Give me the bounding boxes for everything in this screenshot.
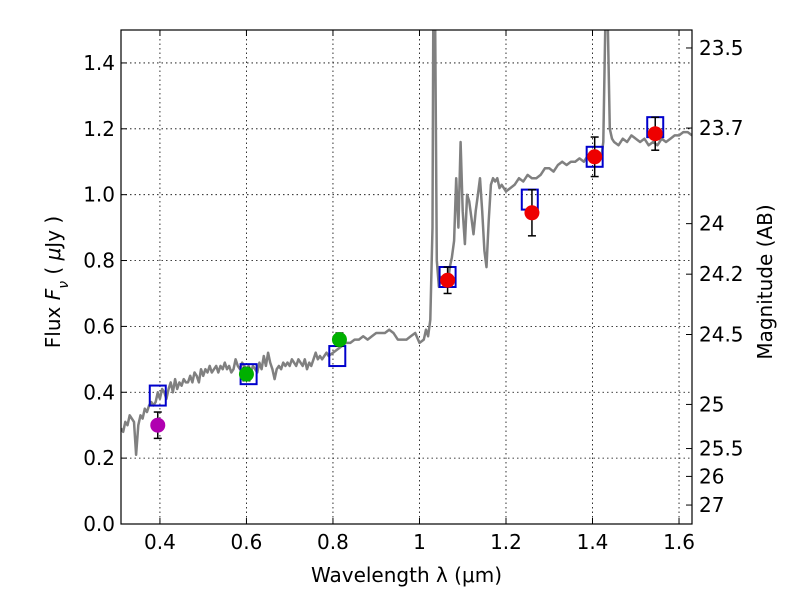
model-photometry-series xyxy=(148,116,665,407)
observed-point xyxy=(524,205,540,221)
observed-point xyxy=(647,126,663,142)
observed-photometry-series xyxy=(150,116,663,440)
x-tick-label: 0.6 xyxy=(231,530,263,554)
right-tick-label: 24.5 xyxy=(699,322,744,346)
observed-point xyxy=(587,149,603,165)
y-tick-label: 0.2 xyxy=(83,446,115,470)
right-tick-label: 27 xyxy=(699,493,724,517)
model-spectrum-series xyxy=(121,30,692,457)
observed-point xyxy=(331,332,347,348)
y-tick-label: 1.0 xyxy=(83,183,115,207)
x-axis-label: Wavelength λ (μm) xyxy=(311,563,502,587)
y-tick-label: 0.8 xyxy=(83,249,115,273)
right-axis-label: Magnitude (AB) xyxy=(753,204,777,359)
x-tick-label: 1.2 xyxy=(490,530,522,554)
x-tick-label: 0.8 xyxy=(317,530,349,554)
y-axis-label: Flux Fν ( μJy ) xyxy=(41,216,72,348)
right-tick-label: 25 xyxy=(699,392,724,416)
y-tick-label: 1.2 xyxy=(83,117,115,141)
observed-point xyxy=(238,366,254,382)
grid xyxy=(121,30,692,524)
observed-point xyxy=(440,272,456,288)
y-tick-label: 0.4 xyxy=(83,380,115,404)
y-tick-label: 0.6 xyxy=(83,314,115,338)
x-tick-label: 0.4 xyxy=(144,530,176,554)
x-tick-label: 1 xyxy=(413,530,426,554)
plot-frame xyxy=(120,29,693,525)
right-tick-label: 24 xyxy=(699,212,724,236)
x-tick-label: 1.6 xyxy=(663,530,695,554)
y-tick-label: 0.0 xyxy=(83,512,115,536)
right-tick-label: 26 xyxy=(699,464,724,488)
model-spectrum-line xyxy=(121,30,692,457)
right-tick-label: 24.2 xyxy=(699,262,744,286)
right-tick-label: 25.5 xyxy=(699,437,744,461)
x-tick-label: 1.4 xyxy=(577,530,609,554)
observed-point xyxy=(150,417,166,433)
right-tick-label: 23.7 xyxy=(699,116,744,140)
right-tick-label: 23.5 xyxy=(699,36,744,60)
model-photometry-square xyxy=(148,384,167,407)
axes: 0.4 0.6 0.8 1 1.2 1.4 1.6 0.0 0.2 0.4 0.6 0.8 1.0 1.2… xyxy=(83,30,744,554)
y-tick-label: 1.4 xyxy=(83,51,115,75)
